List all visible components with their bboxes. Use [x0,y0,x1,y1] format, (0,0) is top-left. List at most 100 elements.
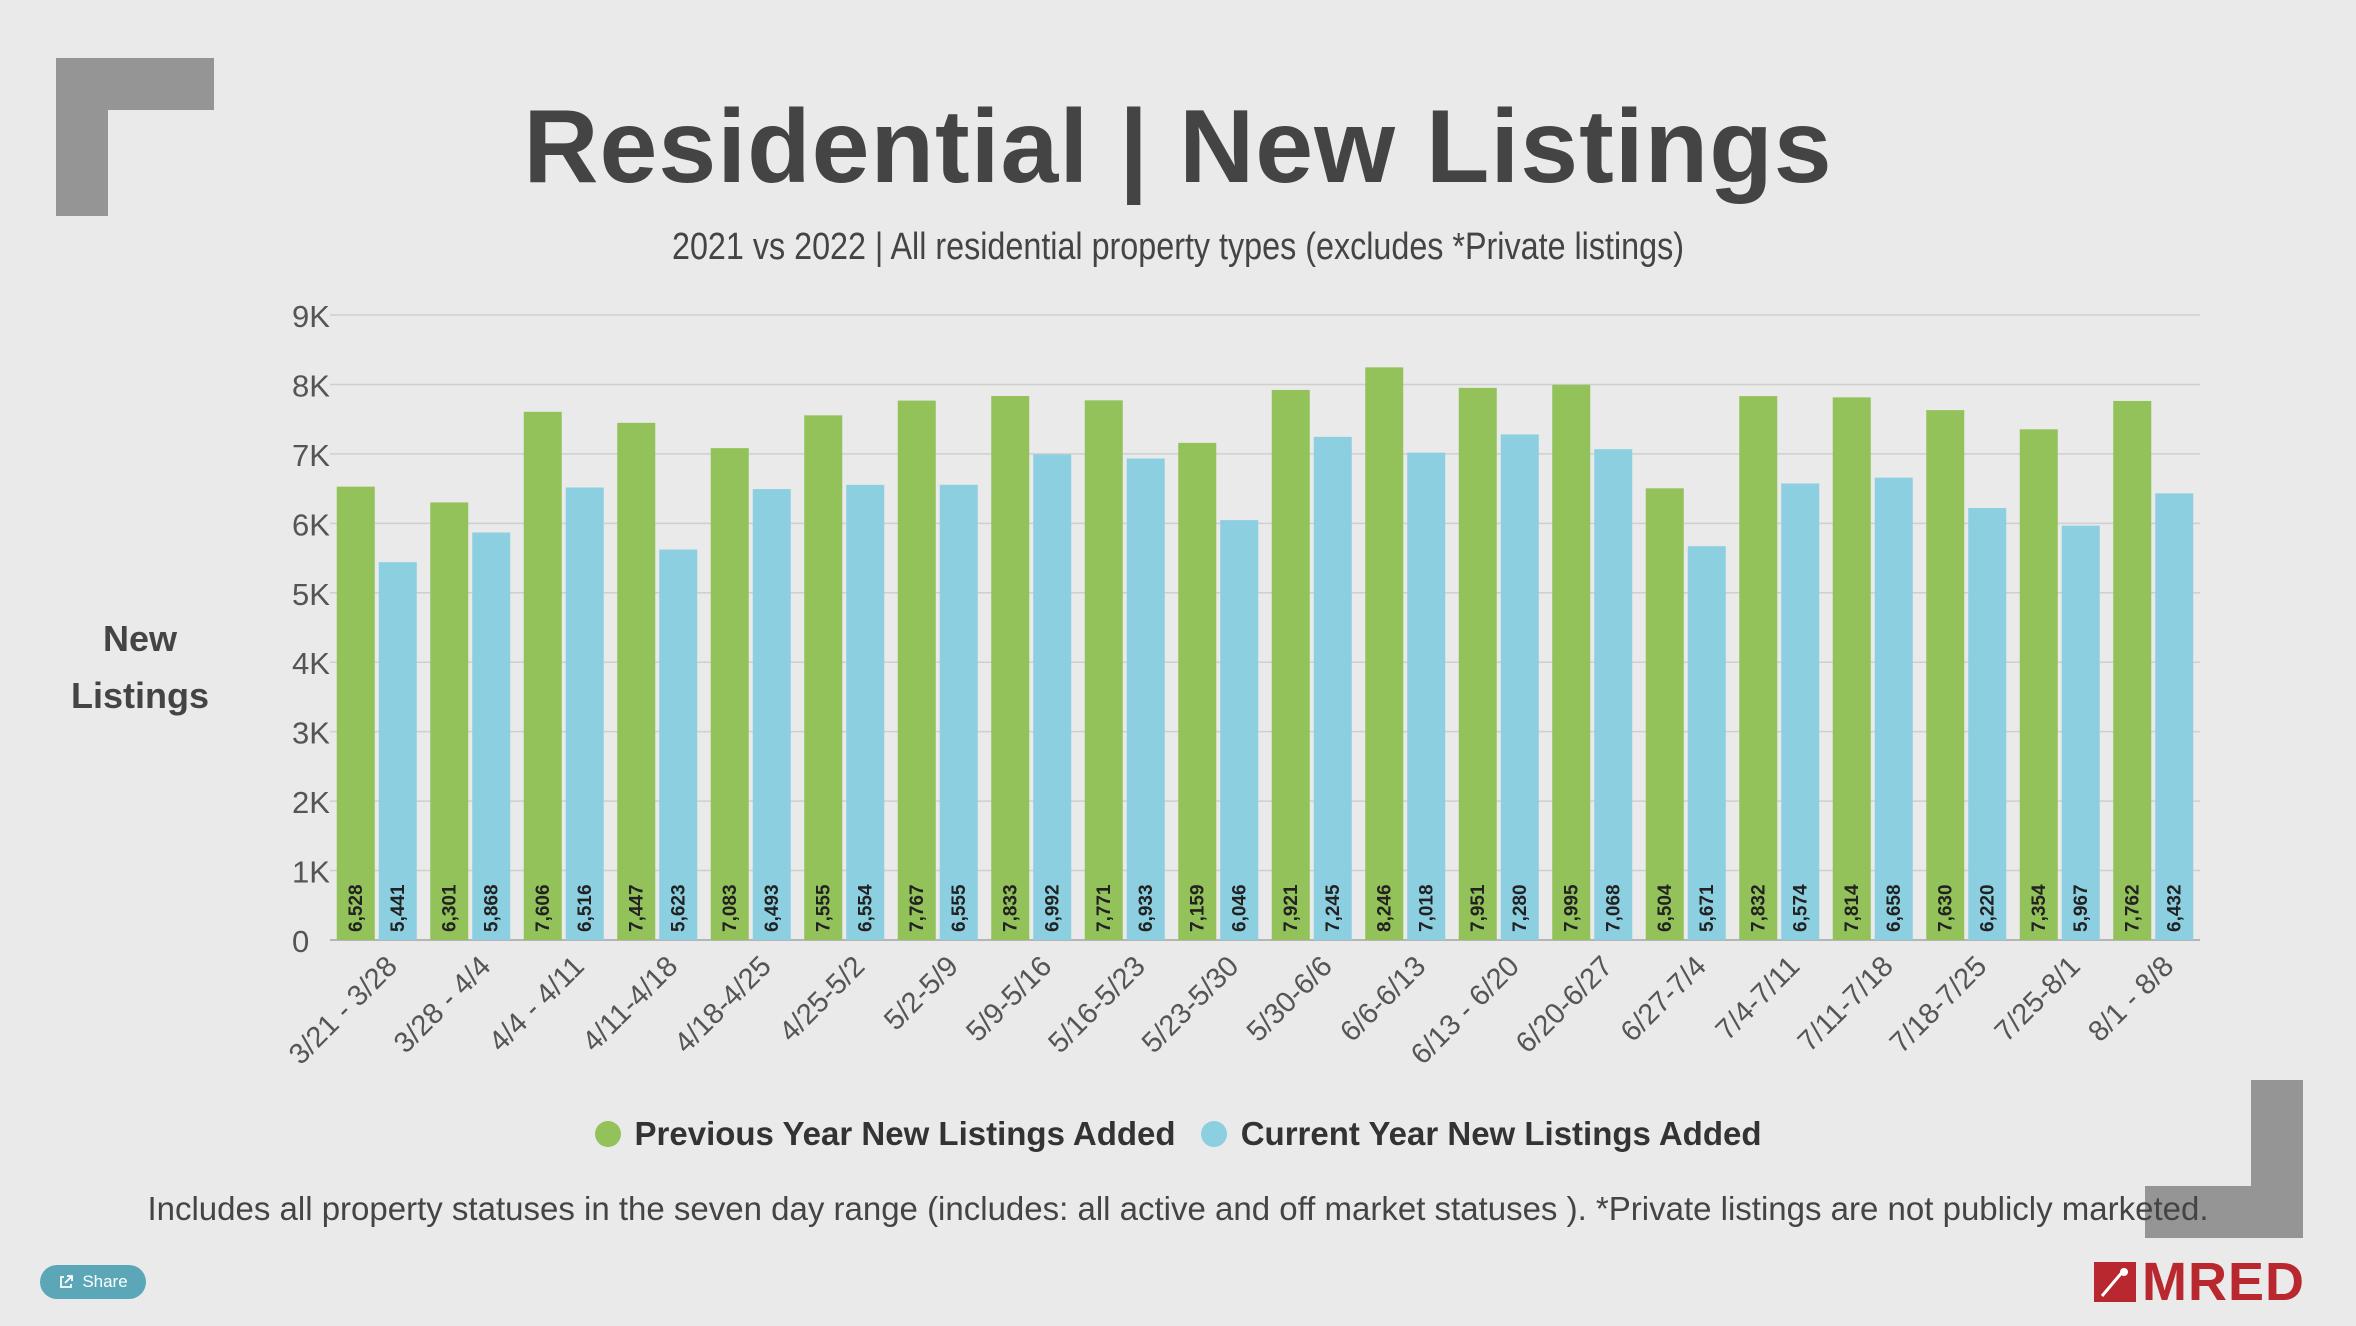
footnote: Includes all property statuses in the se… [147,1190,2209,1227]
data-label: 6,220 [1977,884,1998,932]
mred-logo: MRED [2094,1255,2305,1309]
chart-subtitle: 2021 vs 2022 | All residential property … [671,226,1685,268]
bar-previous-year [2019,429,2058,940]
chart-title: Residential | New Listings [523,89,1833,205]
data-label: 5,441 [388,884,409,932]
data-label: 7,630 [1935,884,1956,932]
data-label: 7,245 [1323,884,1344,932]
bar-previous-year [710,448,749,940]
x-tick-label: 4/4 - 4/11 [483,950,591,1058]
legend-item-previous: Previous Year New Listings Added [594,1115,1176,1153]
x-tick-label: 3/21 - 3/28 [283,950,404,1071]
bar-previous-year [1552,384,1591,941]
x-tick-label: 5/9-5/16 [960,950,1058,1048]
x-tick-label: 8/1 - 8/8 [2082,950,2180,1048]
x-tick-label: 5/16-5/23 [1042,950,1151,1059]
x-tick-label: 4/11-4/18 [576,950,684,1058]
x-tick-label: 5/30-6/6 [1241,950,1339,1048]
legend: Previous Year New Listings Added Current… [0,1115,2356,1155]
data-label: 7,951 [1468,884,1489,932]
data-label: 6,555 [949,884,970,932]
bar-current-year [939,484,978,940]
data-label: 7,833 [1000,884,1021,932]
bar-current-year [1594,449,1633,940]
bar-current-year [378,562,417,940]
data-label: 8,246 [1374,884,1395,932]
data-label: 6,658 [1884,884,1905,932]
bar-current-year [659,549,698,940]
data-label: 5,868 [481,884,502,932]
data-label: 7,832 [1748,884,1769,932]
x-tick-label: 6/27-7/4 [1615,950,1713,1048]
data-label: 7,068 [1603,884,1624,932]
bar-previous-year [1832,397,1871,941]
data-label: 6,046 [1229,884,1250,932]
y-tick-label: 1K [292,855,330,890]
bar-previous-year [1271,389,1310,940]
x-tick-label: 5/2-5/9 [878,950,964,1036]
x-tick-label: 6/6-6/13 [1334,950,1432,1048]
data-label: 6,516 [575,884,596,932]
legend-dot-previous [594,1121,621,1147]
bar-previous-year [897,400,936,940]
bar-current-year [1220,520,1259,940]
legend-item-current: Current Year New Listings Added [1200,1115,1761,1153]
bar-previous-year [991,396,1030,941]
bar-current-year [1126,458,1165,940]
bar-previous-year [2113,400,2152,940]
bar-current-year [1313,436,1352,940]
y-tick-label: 8K [292,368,330,403]
data-label: 6,493 [762,884,783,932]
bar-current-year [1968,508,2007,940]
bar-previous-year [336,486,375,940]
x-tick-label: 7/4-7/11 [1710,950,1806,1046]
bar-previous-year [1084,400,1123,940]
data-label: 6,301 [439,884,460,932]
bar-previous-year [1926,410,1965,940]
data-label: 7,762 [2122,884,2143,932]
bar-current-year [565,487,604,940]
data-label: 7,921 [1281,884,1302,932]
y-tick-label: 2K [292,785,330,820]
bar-current-year [1033,454,1072,940]
data-label: 6,504 [1655,884,1676,932]
x-tick-label: 7/18-7/25 [1884,950,1993,1059]
bar-previous-year [523,411,562,940]
corner-decoration-top-left [56,58,214,216]
bar-previous-year [1458,387,1497,940]
data-label: 7,814 [1842,884,1863,932]
data-label: 7,995 [1561,884,1582,932]
y-tick-label: 4K [292,646,330,681]
bar-current-year [1407,452,1446,940]
bar-current-year [472,532,511,940]
data-label: 6,574 [1790,884,1811,932]
x-tick-label: 4/18-4/25 [668,950,777,1059]
data-label: 6,992 [1042,884,1063,932]
data-label: 6,528 [346,884,367,932]
data-label: 7,447 [626,884,647,932]
bar-current-year [1500,434,1539,940]
data-label: 5,623 [668,884,689,932]
bar-current-year [1687,546,1726,940]
share-label: Share [82,1272,128,1291]
x-tick-label: 4/25-5/2 [773,950,871,1048]
y-tick-label: 7K [292,438,330,473]
bar-current-year [1781,483,1820,940]
y-tick-label: 0 [292,924,309,959]
bar-current-year [2061,525,2100,940]
bar-current-year [1874,477,1913,940]
y-axis-label: New Listings [60,610,220,724]
data-label: 7,606 [533,884,554,932]
share-icon [60,1275,74,1288]
data-label: 6,432 [2164,884,2185,932]
y-tick-label: 6K [292,507,330,542]
bar-previous-year [430,502,469,940]
data-label: 7,083 [720,884,741,932]
bar-current-year [2155,493,2194,940]
share-button[interactable]: Share [40,1265,146,1299]
bar-previous-year [1645,488,1684,940]
bar-previous-year [1365,367,1404,941]
data-label: 6,933 [1136,884,1157,932]
x-tick-label: 5/23-5/30 [1136,950,1245,1059]
